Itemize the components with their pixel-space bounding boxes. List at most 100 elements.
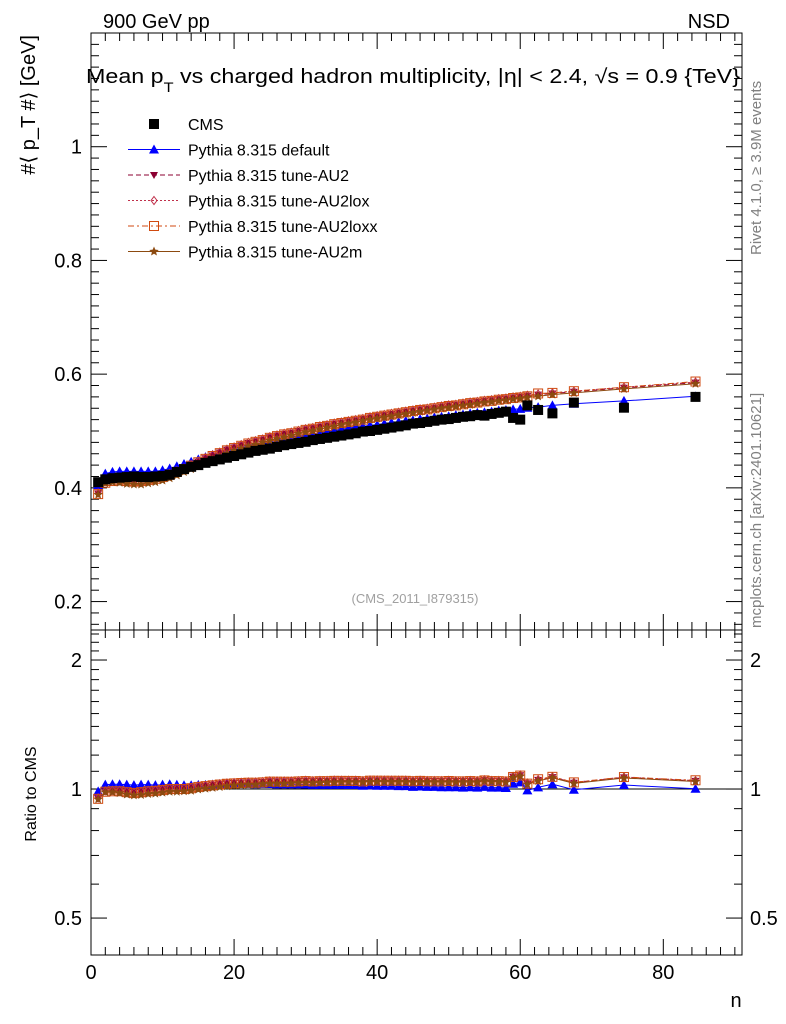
series-pythia-8-315-tune-au2m-point xyxy=(150,477,161,487)
series-pythia-8-315-tune-au2lox-point xyxy=(94,488,102,498)
series-pythia-8-315-tune-au2m-ratio-point xyxy=(393,776,404,786)
series-cms-point xyxy=(293,437,304,448)
legend-pythia-8-315-tune-au2loxx-label: Pythia 8.315 tune-AU2loxx xyxy=(188,219,377,236)
series-pythia-8-315-tune-au2lox-ratio-point xyxy=(473,775,481,786)
series-pythia-8-315-default-point xyxy=(515,403,526,413)
series-pythia-8-315-tune-au2m-point xyxy=(93,489,103,499)
series-pythia-8-315-default-ratio-point xyxy=(493,782,504,792)
series-pythia-8-315-tune-au2m-ratio-point xyxy=(322,777,332,787)
series-pythia-8-315-tune-au2m-ratio-point xyxy=(443,777,454,787)
legend-pythia-8-315-tune-au2m-label: Pythia 8.315 tune-AU2m xyxy=(188,245,362,262)
series-pythia-8-315-default-ratio-point xyxy=(114,779,125,789)
series-cms-point xyxy=(314,433,325,444)
series-pythia-8-315-tune-au2m-line xyxy=(97,383,696,495)
series-pythia-8-315-tune-au2lox-ratio-point xyxy=(430,775,439,786)
mcplots-label: mcplots.cern.ch [arXiv:2401.10621] xyxy=(748,393,765,628)
series-pythia-8-315-tune-au2m-ratio-point xyxy=(279,778,289,788)
series-cms-point xyxy=(264,443,275,454)
series-cms-point xyxy=(279,440,290,451)
series-pythia-8-315-tune-au2m-ratio-point xyxy=(150,788,161,798)
series-cms-point xyxy=(143,472,154,483)
series-pythia-8-315-default-ratio-point xyxy=(533,782,544,792)
series-pythia-8-315-tune-au2loxx-ratio-point xyxy=(522,778,533,789)
series-pythia-8-315-default-ratio-point xyxy=(107,779,118,789)
rivet-version-label: Rivet 4.1.0, ≥ 3.9M events xyxy=(748,81,765,255)
series-pythia-8-315-tune-au2m-point xyxy=(136,479,146,489)
series-pythia-8-315-tune-au2m-ratio-point xyxy=(265,778,275,788)
series-pythia-8-315-tune-au2m-point xyxy=(443,402,454,412)
series-pythia-8-315-tune-au2m-point xyxy=(308,426,318,436)
legend-pythia-8-315-tune-au2-label: Pythia 8.315 tune-AU2 xyxy=(188,168,349,185)
series-pythia-8-315-tune-au2m-point xyxy=(508,394,518,404)
series-cms-point xyxy=(508,412,519,423)
series-pythia-8-315-tune-au2m-ratio-point xyxy=(472,777,483,787)
series-cms-point xyxy=(407,418,418,429)
series-pythia-8-315-tune-au2loxx-ratio-point xyxy=(508,771,519,782)
series-pythia-8-315-tune-au2lox-ratio-point xyxy=(487,775,496,786)
series-pythia-8-315-tune-au2m-point xyxy=(293,428,304,438)
legend-pythia-8-315-default-marker xyxy=(149,144,159,154)
series-pythia-8-315-tune-au2m-ratio-point xyxy=(308,777,318,788)
series-pythia-8-315-tune-au2m-ratio-point xyxy=(436,777,447,787)
analysis-watermark: (CMS_2011_I879315) xyxy=(352,591,479,606)
series-pythia-8-315-tune-au2m-point xyxy=(350,417,361,427)
series-pythia-8-315-default-ratio-point xyxy=(472,782,483,792)
series-pythia-8-315-tune-au2m-ratio-point xyxy=(286,778,297,788)
series-pythia-8-315-tune-au2m-point xyxy=(472,398,483,408)
series-pythia-8-315-tune-au2m-ratio-point xyxy=(257,778,268,788)
legend-cms-marker xyxy=(149,119,159,129)
series-pythia-8-315-tune-au2m-ratio-point xyxy=(379,776,390,786)
y-tick-label: 0.4 xyxy=(54,478,82,500)
series-pythia-8-315-tune-au2m-ratio-point xyxy=(207,782,218,792)
series-cms-point xyxy=(379,423,390,434)
ratio-y-tick-label-right: 2 xyxy=(750,650,761,672)
series-cms-point xyxy=(272,441,282,452)
series-pythia-8-315-default-ratio-point xyxy=(443,782,454,792)
series-pythia-8-315-tune-au2lox-ratio-point xyxy=(523,778,532,788)
series-cms-point xyxy=(236,449,247,460)
series-pythia-8-315-tune-au2m-point xyxy=(393,410,404,420)
series-pythia-8-315-tune-au2m-point xyxy=(569,387,579,397)
series-pythia-8-315-tune-au2loxx-point xyxy=(93,489,104,500)
series-pythia-8-315-tune-au2m-ratio-point xyxy=(250,779,261,789)
series-pythia-8-315-tune-au2m-ratio-point xyxy=(293,777,304,787)
series-cms-point xyxy=(458,411,468,422)
series-pythia-8-315-tune-au2loxx-ratio-point xyxy=(515,770,526,781)
series-cms-point xyxy=(472,410,483,421)
series-pythia-8-315-tune-au2loxx-ratio-point xyxy=(272,776,282,787)
series-cms-point xyxy=(479,410,490,421)
series-pythia-8-315-tune-au2loxx-line xyxy=(97,381,696,495)
series-pythia-8-315-tune-au2m-point xyxy=(386,411,397,421)
series-pythia-8-315-tune-au2lox-ratio-point xyxy=(459,775,467,786)
series-pythia-8-315-default-ratio-point xyxy=(568,784,579,794)
legend-pythia-8-315-tune-au2-marker xyxy=(150,172,158,179)
series-pythia-8-315-tune-au2loxx-ratio-point xyxy=(264,776,275,787)
series-pythia-8-315-tune-au2m-ratio-point xyxy=(200,783,211,793)
series-cms-point xyxy=(422,416,433,427)
series-cms-point xyxy=(365,426,375,436)
series-pythia-8-315-tune-au2m-ratio-point xyxy=(386,776,397,786)
series-pythia-8-315-default-ratio-point xyxy=(128,780,139,790)
series-pythia-8-315-tune-au2lox-ratio-point xyxy=(402,775,410,785)
series-pythia-8-315-tune-au2lox-ratio-point xyxy=(495,775,503,786)
series-pythia-8-315-tune-au2m-point xyxy=(401,408,411,418)
series-cms-point xyxy=(214,454,225,465)
legend-pythia-8-315-tune-au2lox-marker xyxy=(150,195,158,206)
legend-pythia-8-315-tune-au2loxx-marker xyxy=(149,221,159,231)
series-pythia-8-315-tune-au2m-point xyxy=(415,406,425,416)
series-pythia-8-315-tune-au2m-ratio-point xyxy=(164,786,175,796)
series-pythia-8-315-tune-au2m-ratio-point xyxy=(422,776,432,787)
series-cms-point xyxy=(250,445,261,456)
series-cms-point xyxy=(386,422,397,433)
series-pythia-8-315-tune-au2m-point xyxy=(336,419,347,429)
ratio-y-tick-label: 2 xyxy=(71,650,82,672)
series-pythia-8-315-tune-au2loxx-ratio-point xyxy=(618,772,629,783)
series-cms-point xyxy=(157,470,168,481)
series-pythia-8-315-tune-au2m-ratio-point xyxy=(300,777,311,787)
series-pythia-8-315-tune-au2m-point xyxy=(436,403,447,413)
series-pythia-8-315-tune-au2m-ratio-point xyxy=(350,777,361,787)
ratio-ylabel: Ratio to CMS xyxy=(23,746,40,841)
series-pythia-8-315-tune-au2m-ratio-point xyxy=(93,794,103,804)
x-axis-label: n xyxy=(730,990,741,1012)
